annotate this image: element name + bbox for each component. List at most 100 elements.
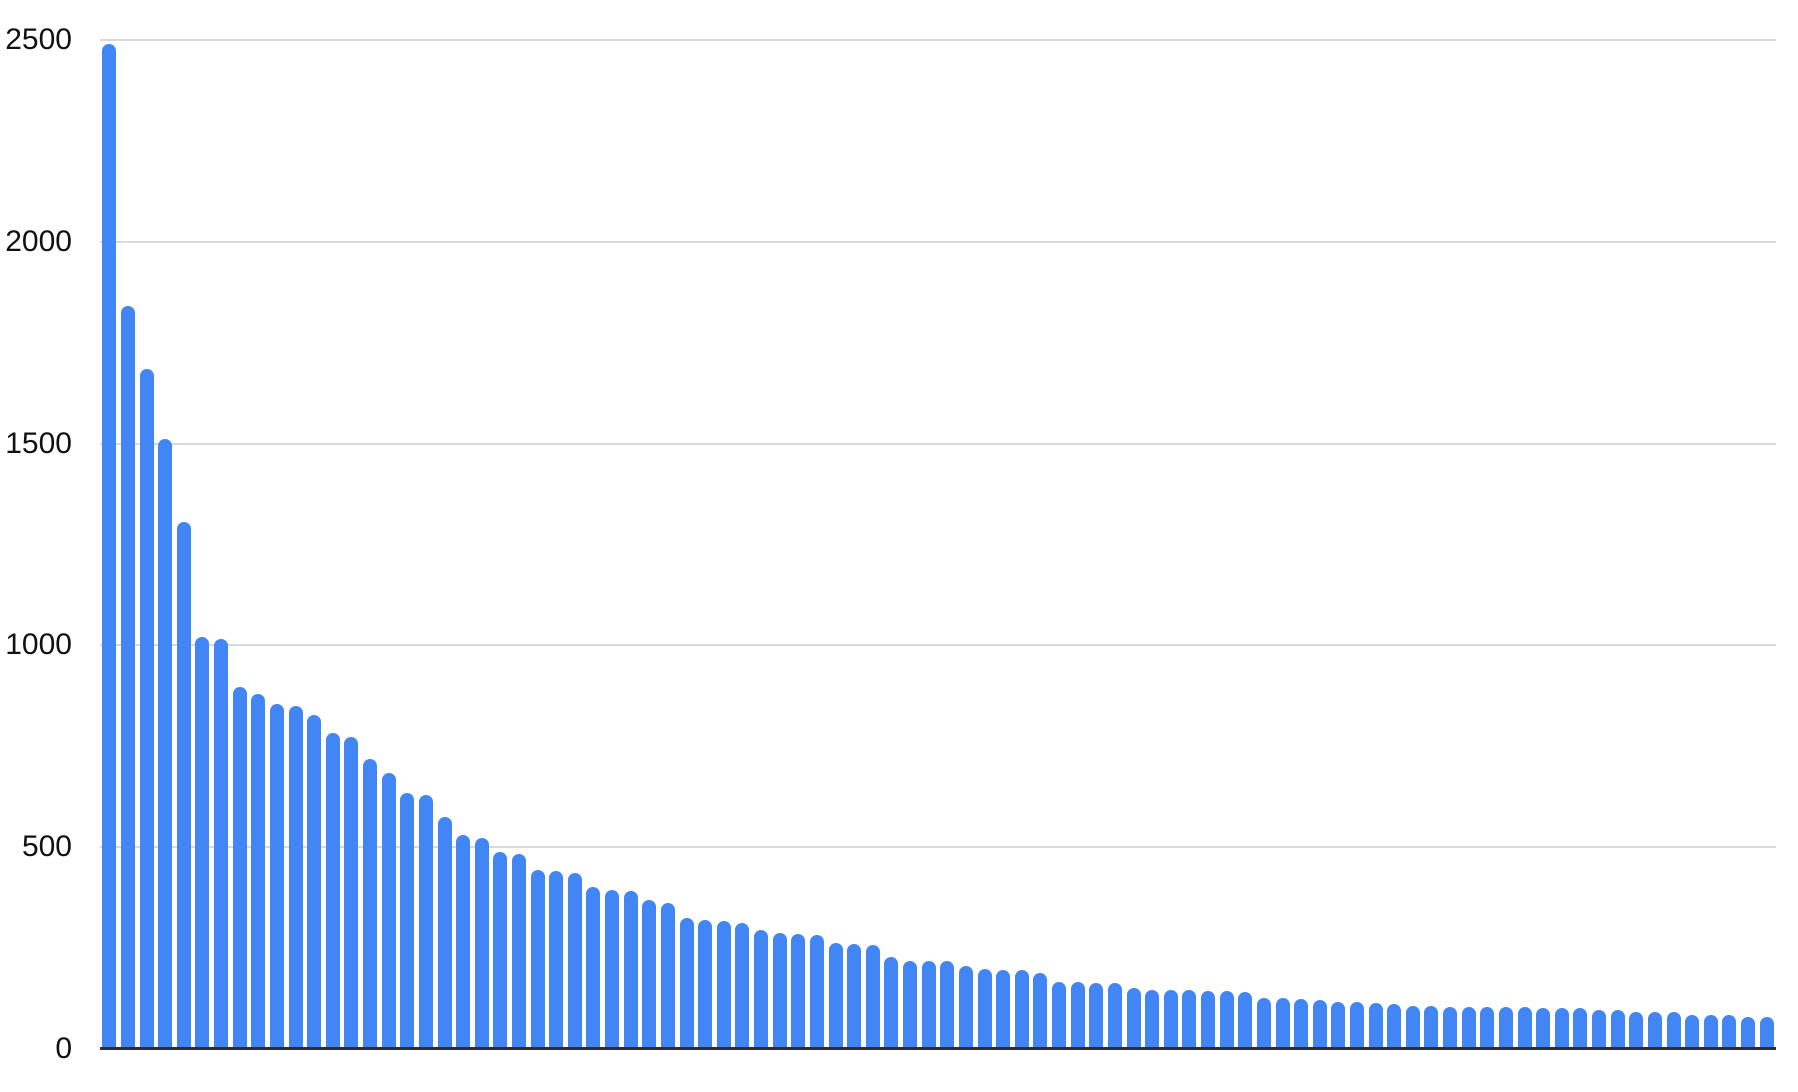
bar: [1070, 982, 1085, 1049]
bar: [1014, 969, 1029, 1049]
bar: [512, 854, 526, 1049]
bar: [139, 368, 154, 1049]
bar: [921, 961, 936, 1049]
bar: [791, 933, 806, 1049]
bar: [195, 636, 210, 1049]
bar: [772, 932, 787, 1049]
gridline-1000: [100, 644, 1776, 647]
bar: [1480, 1007, 1495, 1049]
y-tick-label: 2000: [5, 224, 72, 258]
bar: [1350, 1002, 1364, 1049]
bar: [1424, 1006, 1439, 1049]
y-tick-label: 500: [21, 830, 72, 864]
bar: [977, 968, 992, 1049]
bar: [1610, 1010, 1625, 1049]
bar: [1387, 1003, 1402, 1049]
bar: [251, 693, 266, 1049]
bar: [679, 918, 694, 1049]
bar: [1052, 982, 1067, 1049]
bar: [1573, 1007, 1588, 1049]
bar: [1107, 982, 1122, 1049]
bar: [549, 871, 564, 1049]
bar: [847, 944, 862, 1049]
bar: [158, 438, 173, 1049]
bar: [1666, 1012, 1681, 1049]
bar: [214, 639, 229, 1049]
bar: [1033, 972, 1048, 1049]
bar: [530, 869, 545, 1049]
y-tick-label: 1500: [5, 426, 72, 460]
bar: [493, 852, 508, 1049]
bar: [1722, 1015, 1737, 1049]
bar: [102, 44, 117, 1049]
bar: [1536, 1007, 1551, 1049]
y-tick-label: 0: [55, 1032, 72, 1065]
bar: [940, 961, 955, 1049]
bar: [1592, 1009, 1607, 1049]
bar: [437, 816, 452, 1049]
y-tick-label: 1000: [5, 628, 72, 662]
bar: [1461, 1007, 1476, 1049]
bar: [1312, 1000, 1327, 1049]
bar: [344, 737, 359, 1049]
bar: [1554, 1007, 1569, 1049]
bar: [809, 934, 824, 1049]
bar: [325, 732, 340, 1049]
bar: [418, 795, 433, 1049]
bar: [1163, 990, 1178, 1049]
y-tick-label: 2500: [5, 23, 72, 56]
bar: [884, 956, 899, 1049]
bar: [660, 902, 675, 1049]
bar: [1145, 990, 1160, 1049]
bar: [903, 960, 918, 1049]
bar: [288, 705, 303, 1049]
bar: [474, 837, 489, 1049]
bar: [586, 886, 601, 1049]
bar: [567, 872, 582, 1049]
bar: [754, 929, 769, 1049]
bar: [1331, 1001, 1346, 1049]
bar: [1759, 1017, 1774, 1049]
bar: [1629, 1011, 1644, 1049]
bar: [1201, 990, 1216, 1049]
bar: [1219, 991, 1234, 1049]
bar: [865, 944, 880, 1049]
gridline-2000: [100, 240, 1776, 243]
bar: [381, 772, 396, 1049]
bar: [716, 920, 731, 1049]
bar: [1405, 1005, 1420, 1049]
bar: [1294, 998, 1309, 1049]
bar: [307, 714, 322, 1049]
bar: [698, 919, 713, 1049]
gridline-2500: [100, 39, 1776, 41]
x-axis-line: [100, 1047, 1776, 1050]
bar: [363, 758, 378, 1049]
bar: [642, 900, 657, 1049]
bar: [735, 922, 750, 1049]
y-axis-tick-labels: 0 500 1000 1500 2000 2500: [0, 0, 80, 1092]
bar: [1647, 1011, 1662, 1049]
bar: [1368, 1003, 1383, 1049]
bar: [1498, 1007, 1513, 1049]
bar: [1275, 998, 1290, 1049]
bar: [1256, 998, 1271, 1049]
bar: [1741, 1016, 1756, 1049]
gridline-1500: [100, 442, 1776, 445]
bar: [1685, 1014, 1700, 1049]
bar: [1089, 982, 1104, 1049]
bar: [623, 890, 638, 1049]
bar: [269, 703, 284, 1049]
bar: [828, 942, 843, 1049]
bar: [1517, 1007, 1532, 1049]
bar: [120, 306, 135, 1049]
bar: [1238, 992, 1253, 1049]
bar: [400, 793, 415, 1049]
bar: [958, 965, 973, 1049]
bar: [456, 835, 471, 1049]
bar: [1126, 988, 1141, 1049]
bar: [1443, 1006, 1458, 1049]
gridline-500: [100, 846, 1776, 849]
bar: [232, 686, 247, 1049]
bar: [1703, 1015, 1718, 1049]
